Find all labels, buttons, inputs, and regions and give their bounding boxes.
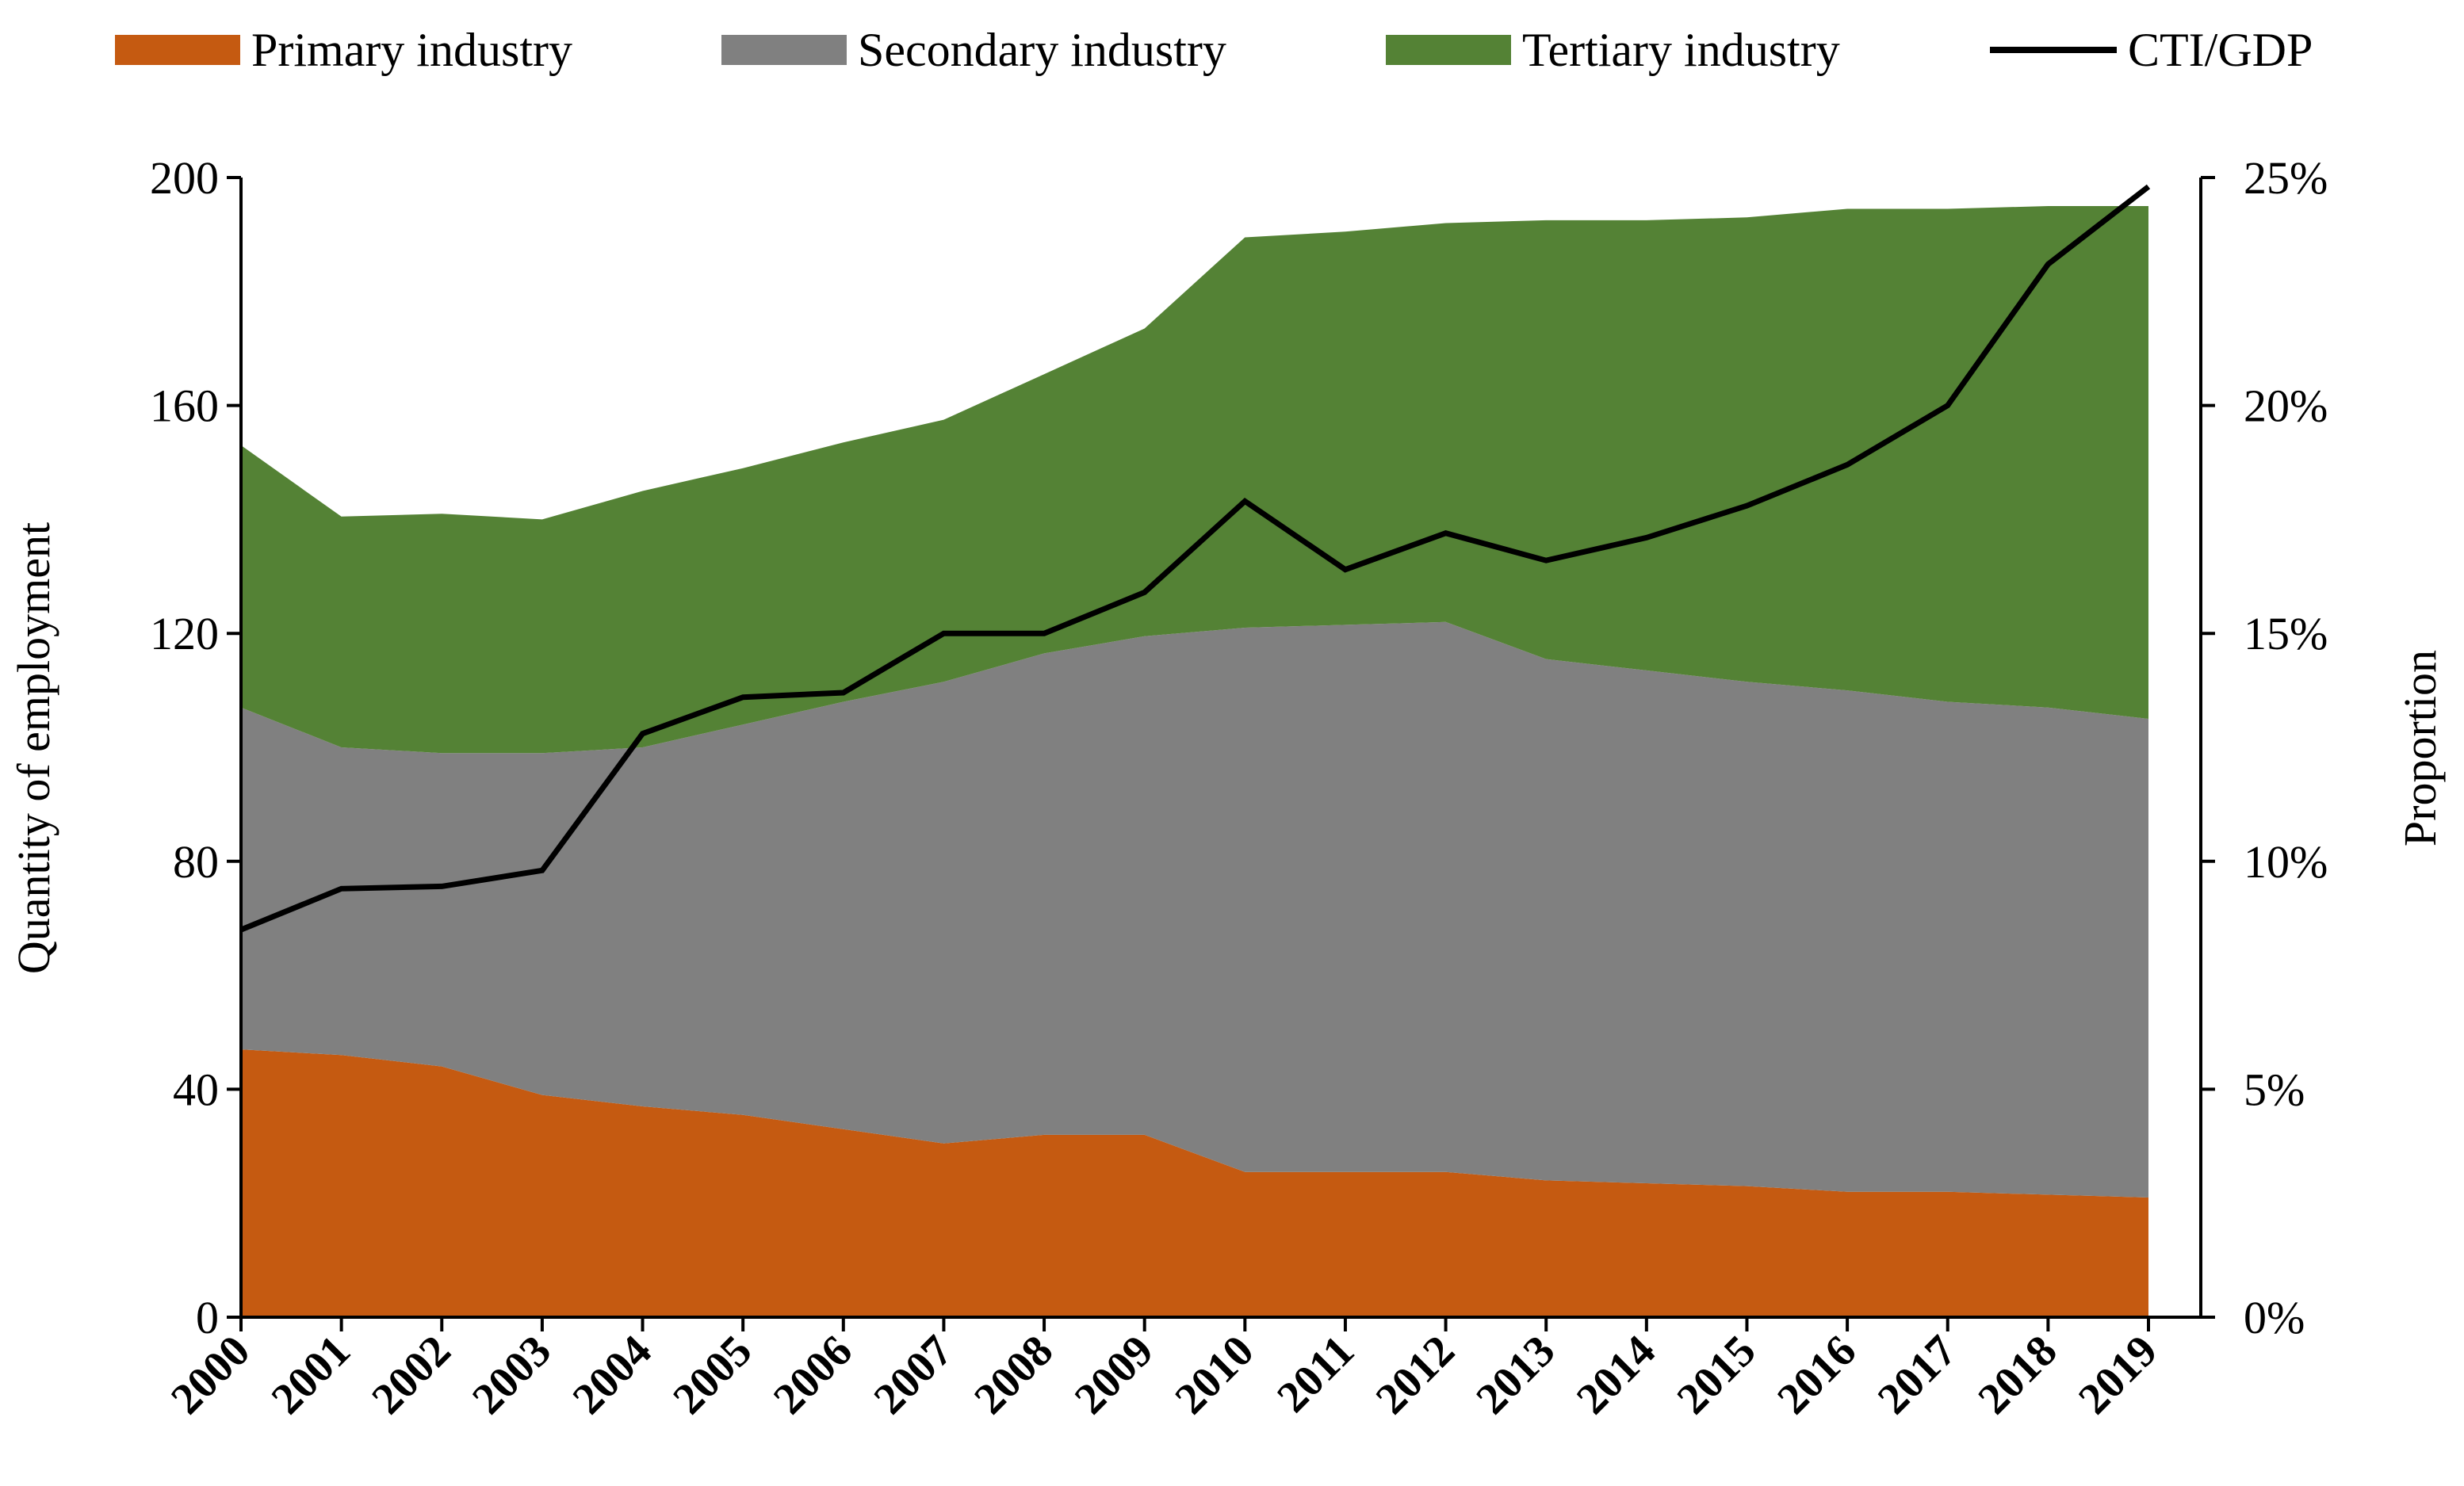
y-tick-label: 120 <box>150 608 219 659</box>
legend-label-secondary-industry: Secondary industry <box>858 24 1226 76</box>
y2-tick-label: 20% <box>2244 380 2328 432</box>
legend-label-cti-gdp: CTI/GDP <box>2128 24 2313 76</box>
primary-industry-area <box>241 1049 2148 1317</box>
x-tick-label: 2015 <box>1668 1326 1766 1423</box>
x-tick-label: 2000 <box>162 1326 259 1423</box>
x-tick-label: 2009 <box>1066 1326 1163 1423</box>
x-tick-label: 2001 <box>262 1326 360 1423</box>
x-tick-label: 2018 <box>1969 1326 2067 1423</box>
x-tick-label: 2006 <box>764 1326 862 1423</box>
x-tick-label: 2002 <box>362 1326 460 1423</box>
legend-label-primary-industry: Primary industry <box>251 24 572 76</box>
legend-label-tertiary-industry: Tertiary industry <box>1522 24 1840 76</box>
x-tick-label: 2003 <box>463 1326 561 1423</box>
x-tick-label: 2011 <box>1268 1326 1364 1422</box>
y2-axis-label: Proportion <box>2394 650 2446 846</box>
y-tick-label: 200 <box>150 152 219 204</box>
legend: Primary industry Secondary industry Tertia… <box>115 24 2313 76</box>
x-tick-label: 2017 <box>1869 1326 1966 1423</box>
x-tick-label: 2014 <box>1567 1326 1665 1423</box>
y2-tick-label: 5% <box>2244 1064 2305 1115</box>
cti-gdp-line-layer <box>239 184 2151 933</box>
legend-swatch-primary-industry <box>115 35 240 65</box>
x-tick-label: 2012 <box>1367 1326 1464 1423</box>
stacked-areas <box>241 206 2148 1317</box>
y2-tick-label: 0% <box>2244 1292 2305 1343</box>
y-axis-label: Quantity of employment <box>8 522 59 974</box>
cti-gdp-line <box>239 184 2151 933</box>
legend-swatch-secondary-industry <box>721 35 847 65</box>
y2-tick-label: 10% <box>2244 836 2328 888</box>
x-tick-label: 2008 <box>965 1326 1062 1423</box>
x-tick-label: 2016 <box>1768 1326 1865 1423</box>
x-tick-label: 2013 <box>1467 1326 1564 1423</box>
y-tick-label: 0 <box>196 1292 219 1343</box>
x-tick-label: 2007 <box>865 1326 962 1423</box>
y-tick-label: 80 <box>173 836 219 888</box>
y2-tick-label: 25% <box>2244 152 2328 204</box>
x-tick-label: 2010 <box>1165 1326 1263 1423</box>
secondary-industry-area <box>241 621 2148 1198</box>
x-tick-label: 2019 <box>2069 1326 2167 1423</box>
y-tick-label: 160 <box>150 380 219 432</box>
y2-tick-label: 15% <box>2244 608 2328 659</box>
x-tick-label: 2004 <box>564 1326 661 1423</box>
x-tick-label: 2005 <box>664 1326 761 1423</box>
y-tick-label: 40 <box>173 1064 219 1115</box>
legend-swatch-tertiary-industry <box>1386 35 1511 65</box>
tertiary-industry-area <box>241 206 2148 754</box>
